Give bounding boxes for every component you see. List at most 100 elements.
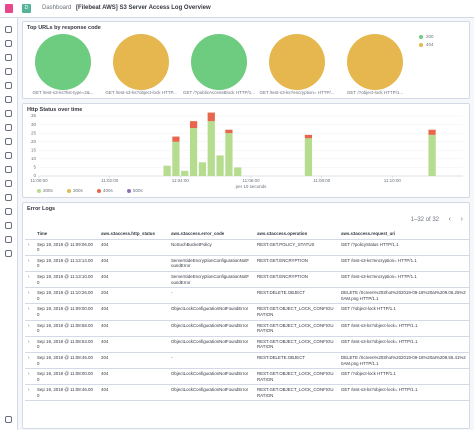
x-tick-label: 11:02:00 [101,178,119,183]
table-cell: REST.GET.OBJECT_LOCK_CONFIGURATION [254,384,338,402]
expand-toggle[interactable]: › [25,320,34,337]
expand-toggle[interactable]: › [25,271,34,289]
bar-chart: 0 5 10 15 20 25 30 35 11:00:00 11:02:00 11:04:00 11… [30,112,463,193]
x-tick-label: 11:00:00 [30,178,48,183]
table-cell: REST.GET.ENCRYPTION [254,255,338,272]
column-header: aws.s3access.operation [254,229,338,240]
table-cell: Sep 19, 2019 @ 11:13:10.000 [34,271,98,289]
expand-toggle[interactable]: › [25,287,34,305]
nav-icon[interactable] [5,138,12,145]
bar [172,141,180,176]
expand-toggle[interactable]: › [25,368,34,386]
nav-icon[interactable] [5,96,12,103]
nav-icon[interactable] [5,82,12,89]
table-cell: Sep 19, 2019 @ 11:10:26.000 [34,287,98,305]
nav-icon[interactable] [5,26,12,33]
x-tick-label: 11:10:00 [384,178,402,183]
table-cell: NoSuchBucketPolicy [168,239,254,256]
legend-label: 500s [133,188,144,193]
table-cell: GET /?policyStatus HTTP/1.1 [338,239,469,256]
table-row: › Sep 19, 2019 @ 11:13:10.000 404 ServerSid… [25,271,469,289]
x-tick-label: 11:04:00 [172,178,190,183]
nav-icon[interactable] [5,222,12,229]
x-tick-label: 11:08:00 [313,178,331,183]
bar [207,121,215,176]
legend-label: 400s [103,188,114,193]
table-cell: GET /test-s3-ks?encryption= HTTP/1.1 [338,271,469,289]
pie-chart: GET /test-s3-ks?list-type=2&... GET /test… [32,34,434,95]
table-row: › Sep 19, 2019 @ 11:08:00.000 404 ObjectLoc… [25,368,469,386]
table-cell: Sep 19, 2019 @ 11:13:14.000 [34,255,98,272]
nav-icon[interactable] [5,194,12,201]
legend-label: 300s [73,188,84,193]
legend-swatch [127,189,131,193]
pie-slice [191,34,247,90]
table-row: › Sep 19, 2019 @ 11:08:45.000 204- REST.DEL… [25,352,469,370]
table-cell: 404 [98,336,168,353]
table-cell: 404 [98,255,168,272]
expand-toggle[interactable]: › [25,336,34,353]
table-cell: 404 [98,320,168,337]
expand-header [25,229,34,240]
nav-icon[interactable] [5,208,12,215]
table-cell: DELETE /Screen%20Shot%202019-09-18%20at%… [338,287,469,305]
bar [304,134,313,139]
table-panel: Error Logs 1–32 of 32 ‹ › Time aws.s3acce… [22,202,470,429]
pie-slice [35,34,91,90]
table-cell: ObjectLockConfigurationNotFoundError [168,303,254,321]
prev-page[interactable]: ‹ [448,216,451,223]
y-tick-label: 10 [31,156,37,161]
nav-icon[interactable] [5,250,12,257]
bar [234,167,242,176]
y-tick-label: 0 [33,173,36,178]
nav-icon[interactable] [5,236,12,243]
nav-icon[interactable] [5,68,12,75]
logo[interactable] [5,4,13,13]
expand-toggle[interactable]: › [25,384,34,402]
nav-icon[interactable] [5,110,12,117]
nav-icon[interactable] [5,416,12,423]
table-cell: GET /?object-lock HTTP/1.1 [338,303,469,321]
pie-panel: Top URLs by response code GET /test-s3-k… [22,21,470,99]
bar [189,121,198,128]
table-cell: Sep 19, 2019 @ 11:08:46.000 [34,384,98,402]
pagination: 1–32 of 32 [410,217,439,223]
table-cell: Sep 19, 2019 @ 11:08:53.000 [34,336,98,353]
nav-icon[interactable] [5,124,12,131]
column-header: aws.s3access.http_status [98,229,168,240]
pie-slice [269,34,325,90]
nav-icon[interactable] [5,40,12,47]
pie-label: GET /?publicAccessBlock HTTP/1... [183,90,255,95]
table-cell: ServerSideEncryptionConfigurationNotFoun… [168,255,254,272]
table-cell: ObjectLockConfigurationNotFoundError [168,320,254,337]
expand-toggle[interactable]: › [25,255,34,272]
nav-icon[interactable] [5,180,12,187]
table-row: › Sep 19, 2019 @ 11:09:06.000 404 NoSuchBuc… [25,239,469,256]
log-table: Time aws.s3access.http_status aws.s3access… [25,229,469,402]
legend-label: 404 [426,42,434,47]
top-bar: D Dashboard [Filebeat AWS] S3 Server Acc… [0,0,474,18]
nav-icon[interactable] [5,152,12,159]
bar [216,155,224,176]
nav-icon[interactable] [5,166,12,173]
table-cell: Sep 19, 2019 @ 11:09:00.000 [34,303,98,321]
bar [189,128,198,176]
legend-swatch [37,189,41,193]
bar-panel: Http Status over time 0 5 10 15 20 25 30 35 11:0… [22,103,470,198]
expand-toggle[interactable]: › [25,352,34,370]
table-cell: Sep 19, 2019 @ 11:08:45.000 [34,352,98,370]
bar [163,165,171,176]
expand-toggle[interactable]: › [25,239,34,256]
breadcrumb[interactable]: Dashboard [42,5,72,11]
expand-toggle[interactable]: › [25,303,34,321]
pie-label: GET /?object-lock HTTP/1... [347,90,403,95]
legend-swatch [97,189,101,193]
space-badge[interactable]: D [22,4,31,13]
next-page[interactable]: › [460,216,463,223]
nav-icon[interactable] [5,54,12,61]
y-tick-label: 25 [31,130,37,135]
table-cell: 204 [98,352,168,370]
x-axis-label: per 10 seconds [236,184,268,189]
table-cell: REST.GET.ENCRYPTION [254,271,338,289]
